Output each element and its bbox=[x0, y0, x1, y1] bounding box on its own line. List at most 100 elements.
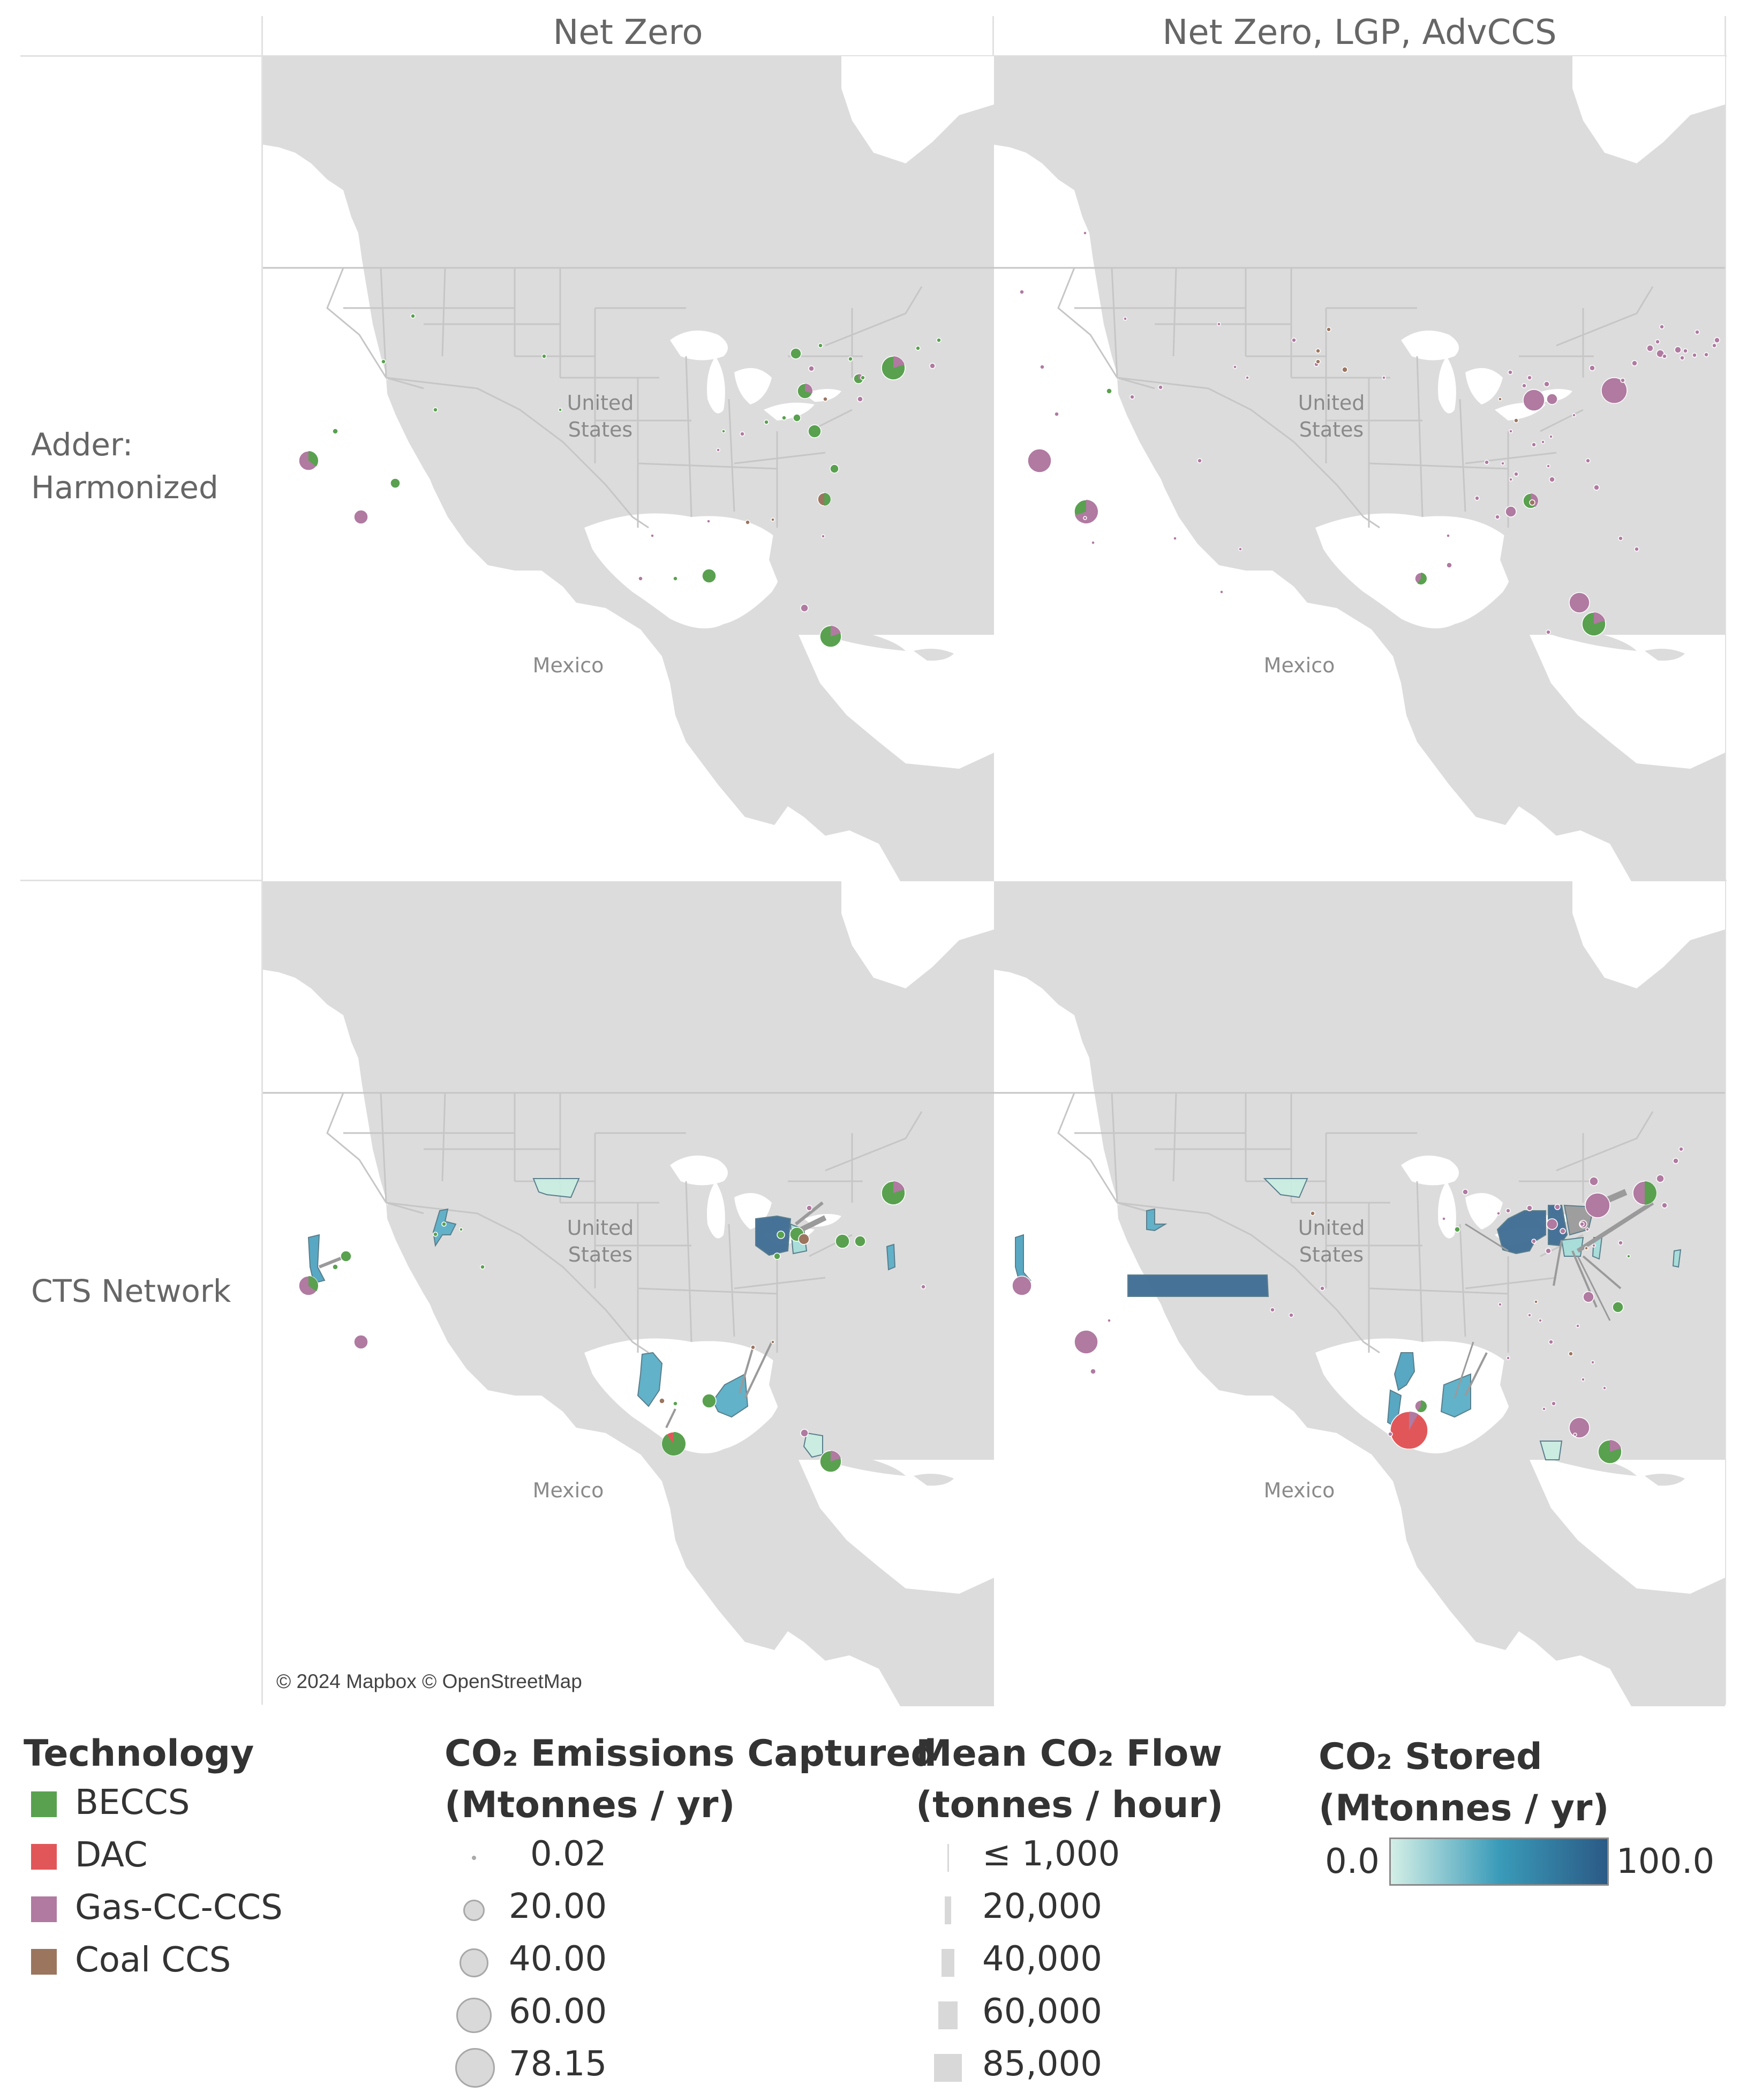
state-border bbox=[1459, 1224, 1466, 1337]
storage-region bbox=[1015, 1234, 1031, 1284]
caribbean-sea bbox=[799, 1460, 994, 1594]
legend-tech-label: BECCS bbox=[75, 1783, 190, 1822]
row-header-adder-harmonized: Adder: Harmonized bbox=[31, 423, 219, 509]
capture-site-marker bbox=[1646, 344, 1654, 352]
capture-site-marker bbox=[1549, 434, 1553, 439]
capture-site-marker bbox=[1091, 541, 1095, 545]
capture-site-marker bbox=[459, 1227, 463, 1232]
capture-site-marker bbox=[1661, 1202, 1668, 1209]
map-panel-adder-lgp-advccs[interactable]: United States Mexico bbox=[994, 56, 1725, 881]
capture-site-marker bbox=[410, 313, 416, 319]
great-lake bbox=[1401, 331, 1459, 361]
state-border bbox=[734, 1277, 826, 1289]
flow-width-bar bbox=[934, 2053, 962, 2082]
capture-site-marker bbox=[1123, 317, 1127, 321]
capture-site-marker bbox=[1656, 1174, 1665, 1183]
capture-site-marker bbox=[1572, 413, 1576, 417]
state-border bbox=[1540, 409, 1584, 432]
capture-site-marker bbox=[1173, 536, 1177, 541]
capture-site-marker bbox=[1531, 442, 1537, 447]
baja-peninsula bbox=[1117, 1203, 1189, 1342]
capture-site-marker bbox=[1678, 1146, 1684, 1152]
capture-site-marker bbox=[1270, 1307, 1275, 1312]
florida-peninsula bbox=[769, 1353, 815, 1446]
capture-site-marker bbox=[650, 534, 654, 538]
capture-site-marker bbox=[1589, 365, 1595, 371]
capture-site-marker bbox=[1197, 458, 1202, 463]
gulf-of-mexico bbox=[584, 1338, 783, 1453]
capture-site-slice bbox=[831, 1451, 841, 1461]
capture-site-marker bbox=[673, 576, 678, 581]
hudson-bay bbox=[1572, 881, 1725, 988]
capture-site-marker bbox=[1217, 322, 1221, 326]
capture-site-marker bbox=[1501, 461, 1505, 466]
capture-site-marker bbox=[1659, 324, 1665, 329]
storage-region bbox=[532, 1178, 580, 1198]
capture-site-marker bbox=[1704, 352, 1709, 357]
great-lake bbox=[1438, 1181, 1456, 1239]
capture-site-marker bbox=[1592, 1243, 1596, 1248]
great-lake bbox=[734, 368, 772, 404]
capture-site-marker bbox=[1601, 377, 1628, 404]
capture-site-marker bbox=[1560, 1228, 1566, 1234]
capture-site-marker bbox=[1289, 1312, 1294, 1318]
capture-site-marker bbox=[1219, 590, 1224, 594]
capture-site-marker bbox=[1506, 1356, 1510, 1360]
capture-site-marker bbox=[1620, 378, 1625, 383]
legend-captured-label: 60.00 bbox=[509, 1992, 607, 2031]
hispaniola bbox=[914, 1474, 954, 1486]
capture-site-marker bbox=[1631, 360, 1638, 366]
storage-region bbox=[1561, 1236, 1584, 1257]
capture-site-marker bbox=[1581, 1377, 1585, 1382]
legend-tech-beccs: BECCS bbox=[31, 1780, 190, 1826]
capture-site-marker bbox=[835, 1234, 850, 1249]
capture-site-slice bbox=[1610, 1440, 1621, 1452]
grid-line bbox=[261, 16, 263, 1705]
state-border bbox=[1057, 1092, 1118, 1203]
legend-flow-title-line2: (tonnes / hour) bbox=[916, 1784, 1224, 1826]
legend-flow-item: ≤ 1,000 bbox=[932, 1831, 1120, 1879]
capture-site-marker bbox=[1090, 1368, 1096, 1375]
map-panel-cts-lgp-advccs[interactable]: United States Mexico bbox=[994, 881, 1725, 1706]
state-border bbox=[1111, 1092, 1118, 1203]
capture-site-marker bbox=[480, 1264, 485, 1270]
row-header-line2: Harmonized bbox=[31, 469, 219, 506]
capture-site-marker bbox=[1446, 562, 1452, 568]
capture-site-marker bbox=[1576, 1324, 1580, 1328]
capture-site-marker bbox=[1546, 1218, 1558, 1230]
state-border bbox=[728, 399, 735, 512]
dac-swatch bbox=[31, 1844, 57, 1870]
capture-site-marker bbox=[1508, 370, 1513, 375]
storage-region bbox=[432, 1208, 457, 1247]
map-label-states: States bbox=[568, 1243, 632, 1266]
great-lake bbox=[670, 331, 728, 361]
capture-site-marker bbox=[1551, 1401, 1556, 1406]
capture-site-slice bbox=[1417, 1400, 1427, 1412]
capture-site-marker bbox=[1522, 383, 1527, 388]
capture-site-marker bbox=[702, 1393, 717, 1408]
legend-captured-item: 40.00 bbox=[455, 1936, 607, 1984]
capture-site-marker bbox=[1618, 536, 1623, 541]
state-border bbox=[1117, 1202, 1380, 1354]
capture-site-marker bbox=[1382, 376, 1386, 380]
capture-site-marker bbox=[764, 419, 769, 425]
map-panel-cts-net-zero[interactable]: United States Mexico bbox=[263, 881, 994, 1706]
capture-site-marker bbox=[936, 338, 942, 343]
size-circle-marker bbox=[456, 1998, 492, 2033]
capture-site-marker bbox=[1602, 1386, 1607, 1390]
capture-site-marker bbox=[1054, 411, 1059, 417]
legend-tech-gas: Gas-CC-CCS bbox=[31, 1885, 283, 1931]
capture-site-marker bbox=[1509, 429, 1513, 433]
legend-tech-label: Coal CCS bbox=[75, 1940, 231, 1980]
map-panel-adder-net-zero[interactable]: United States Mexico bbox=[263, 56, 994, 881]
flow-width-bar bbox=[944, 1896, 952, 1924]
capture-site-marker bbox=[818, 343, 823, 348]
legend-captured-label: 78.15 bbox=[509, 2044, 607, 2084]
map-label-united: United bbox=[1298, 391, 1365, 415]
capture-site-marker bbox=[806, 1205, 812, 1211]
legend-flow-item: 60,000 bbox=[932, 1989, 1102, 2036]
legend-flow-label: 85,000 bbox=[982, 2044, 1102, 2084]
capture-site-marker bbox=[1527, 1313, 1532, 1317]
map-label-states: States bbox=[1299, 1243, 1364, 1266]
capture-site-slice bbox=[805, 384, 812, 394]
